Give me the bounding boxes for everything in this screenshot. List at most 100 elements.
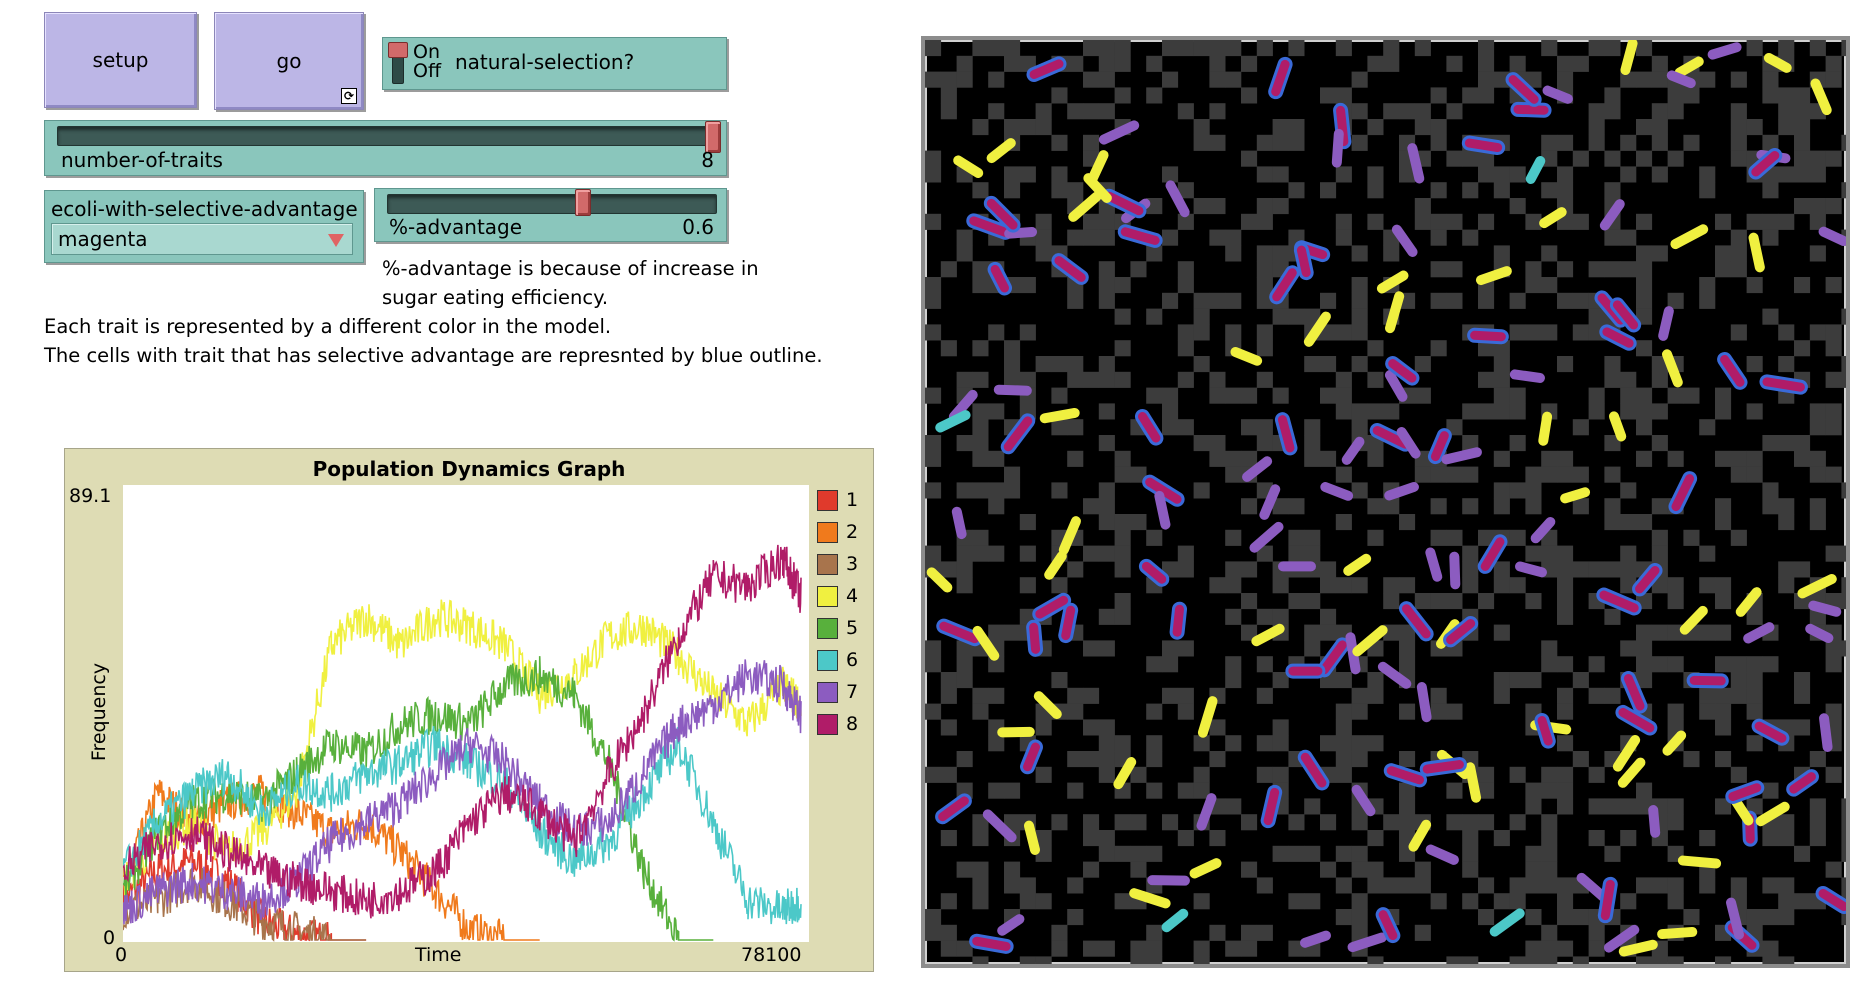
ecoli-cell [1530, 516, 1556, 544]
ecoli-cell [1117, 224, 1163, 248]
ecoli-cell [1249, 521, 1284, 553]
ecoli-cell [1735, 587, 1762, 617]
ecoli-cell [1058, 602, 1079, 644]
ecoli-cell [1169, 601, 1188, 640]
natural-selection-switch[interactable]: On Off natural-selection? [382, 37, 727, 90]
ecoli-cell [1044, 551, 1067, 580]
ecoli-cell [1347, 932, 1387, 953]
ecoli-cell [1425, 547, 1443, 582]
ecoli-cell [1154, 490, 1171, 530]
setup-button[interactable]: setup [44, 12, 197, 108]
ecoli-cell [983, 195, 1021, 233]
ecoli-cell [1134, 409, 1164, 446]
chooser-dropdown[interactable]: magenta [51, 223, 353, 255]
selective-advantage-chooser[interactable]: ecoli-with-selective-advantage magenta [44, 190, 364, 263]
world-canvas [925, 40, 1846, 964]
ecoli-cell [1039, 407, 1080, 424]
ecoli-cell [1375, 907, 1401, 944]
number-of-traits-slider[interactable]: number-of-traits 8 [44, 120, 727, 176]
ecoli-cell [1751, 718, 1790, 746]
go-button[interactable]: go ⟳ [214, 12, 364, 110]
legend-label: 6 [846, 649, 859, 671]
slider-value: 0.6 [682, 215, 714, 239]
ecoli-cell [969, 933, 1014, 954]
ecoli-cell [1161, 908, 1189, 933]
slider-name: number-of-traits [61, 148, 223, 172]
ecoli-cell [1419, 757, 1467, 777]
population-dynamics-plot: Population Dynamics Graph Frequency 89.1… [64, 448, 874, 972]
legend-label: 3 [846, 553, 859, 575]
ecoli-cell [1385, 356, 1420, 386]
ecoli-cell [1510, 101, 1552, 118]
series-line-3 [122, 866, 367, 942]
slider-thumb[interactable] [575, 189, 592, 216]
ecoli-cell [951, 506, 967, 540]
legend-label: 8 [846, 713, 859, 735]
ecoli-cell [1599, 199, 1625, 231]
ecoli-cell [948, 389, 978, 422]
legend-item: 5 [817, 615, 858, 641]
ecoli-cell [972, 625, 1000, 661]
advantage-slider[interactable]: %-advantage 0.6 [374, 188, 727, 242]
switch-name: natural-selection? [455, 50, 635, 74]
world-view[interactable] [921, 36, 1850, 968]
chevron-down-icon [328, 234, 344, 247]
slider-thumb[interactable] [705, 121, 721, 153]
legend-label: 1 [846, 489, 859, 511]
legend-swatch [817, 489, 838, 511]
series-line-7 [122, 659, 802, 925]
ecoli-cell [1539, 207, 1567, 229]
ecoli-cell [1707, 42, 1742, 60]
trait-note: Each trait is represented by a different… [44, 312, 823, 370]
advantage-note-line1: %-advantage is because of increase in [382, 257, 759, 280]
switch-knob[interactable] [388, 42, 408, 58]
y-max-label: 89.1 [69, 485, 112, 507]
setup-button-label: setup [92, 48, 149, 72]
ecoli-cell [1098, 120, 1140, 145]
ecoli-cell [1599, 324, 1637, 351]
legend-swatch [817, 585, 838, 607]
series-line-5 [122, 656, 714, 942]
ecoli-cell [1051, 253, 1089, 285]
ecoli-cell [1612, 734, 1641, 772]
x-max-label: 78100 [741, 944, 802, 966]
ecoli-cell [1743, 622, 1775, 644]
chooser-selected-value: magenta [58, 227, 148, 251]
ecoli-cell [1808, 600, 1842, 617]
ecoli-cells [926, 40, 1846, 957]
ecoli-cell [1384, 370, 1408, 402]
y-axis-label: Frequency [88, 662, 110, 762]
ecoli-cell [987, 261, 1013, 296]
ecoli-cell [966, 213, 1013, 240]
forever-icon: ⟳ [341, 88, 357, 104]
ecoli-cell [1620, 40, 1638, 76]
ecoli-cell [1369, 422, 1413, 452]
slider-track[interactable] [387, 194, 717, 214]
slider-track[interactable] [57, 126, 721, 146]
ecoli-cell [1648, 805, 1661, 838]
ecoli-cell [1020, 739, 1043, 775]
legend-swatch [817, 521, 838, 543]
ecoli-cell [1662, 730, 1687, 756]
ecoli-cell [1142, 474, 1185, 507]
ecoli-cell [1230, 347, 1263, 366]
slider-value: 8 [701, 148, 714, 172]
ecoli-cell [1763, 52, 1792, 73]
ecoli-cell [1477, 534, 1508, 574]
ecoli-cell [1407, 143, 1425, 184]
ecoli-cell [993, 384, 1032, 396]
ecoli-cell [1670, 224, 1709, 250]
legend-item: 6 [817, 647, 858, 673]
ecoli-cell [1376, 270, 1409, 294]
ecoli-cell [1033, 691, 1062, 720]
ecoli-cell [1797, 574, 1837, 599]
ecoli-cell [1615, 704, 1658, 736]
ecoli-cell [1147, 875, 1190, 886]
ecoli-cell [1343, 553, 1372, 576]
ecoli-cell [953, 155, 984, 178]
ecoli-cell [1197, 696, 1218, 738]
legend-swatch [817, 649, 838, 671]
ecoli-cell [935, 410, 971, 433]
ecoli-cell [1441, 447, 1482, 465]
legend-swatch [817, 553, 838, 575]
